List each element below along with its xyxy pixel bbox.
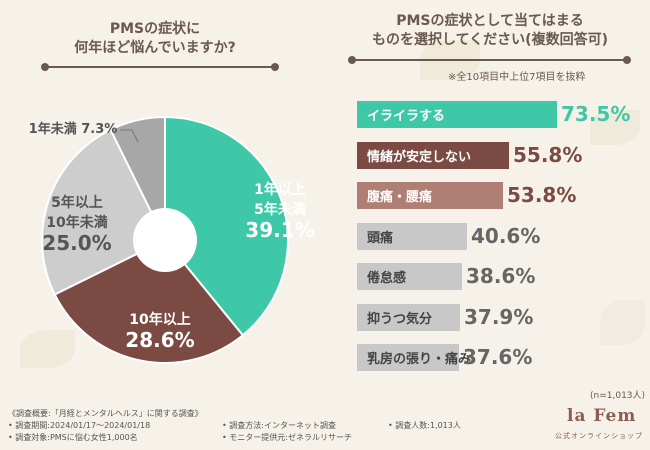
bar-value-label: 37.6% (463, 345, 533, 369)
pie-label-text: 10年未満 (46, 215, 108, 231)
footer-method: • 調査方法:インターネット調査 (222, 421, 336, 430)
bar-category-label: 腹痛・腰痛 (367, 190, 433, 205)
left-panel-title: PMSの症状に 何年ほど悩んでいますか? (30, 20, 280, 58)
brand-subtitle: 公式オンラインショップ (555, 432, 643, 440)
pie-label-text: 5年以上 (51, 195, 103, 211)
bar-category-label: 抑うつ気分 (367, 311, 433, 327)
bar: 情緒が安定しない (357, 141, 509, 169)
footer-period: • 調査期間:2024/01/17〜2024/01/18 (8, 421, 151, 430)
right-title-line2: ものを選択してください(複数回答可) (372, 32, 608, 48)
pie-value-label: 28.6% (125, 328, 195, 352)
pie-label-text: 10年以上 (129, 312, 191, 328)
pie-label-text: 1年未満 7.3% (28, 122, 118, 137)
bar-value-label: 53.8% (507, 183, 577, 207)
bar: 抑うつ気分 (357, 303, 460, 331)
bar-value-label: 38.6% (466, 264, 536, 288)
footer-target: • 調査対象:PMSに悩む女性1,000名 (8, 433, 138, 442)
footer-monitor: • モニター提供元:ゼネラルリサーチ (222, 433, 352, 442)
bar: 倦怠感 (357, 263, 462, 290)
bar: 腹痛・腰痛 (357, 182, 503, 209)
pie-slice-label: 10年以上 28.6% (110, 310, 210, 350)
bar-category-label: 情緒が安定しない (367, 149, 472, 165)
pie-slice-label: 5年以上 10年未満 25.0% (22, 193, 132, 253)
pie-label-text: 5年未満 (254, 202, 306, 218)
sample-size: (n=1,013人) (590, 391, 646, 401)
bar-value-label: 37.9% (464, 304, 534, 329)
background-leaf (590, 110, 640, 145)
left-title-line2: 何年ほど悩んでいますか? (74, 40, 236, 56)
pie-slice-label: 1年未満 7.3% (18, 120, 128, 140)
bar-value-label: 55.8% (513, 142, 583, 167)
pie-label-text: 1年以上 (254, 182, 306, 198)
pie-center-hole (133, 208, 197, 272)
bar-category-label: イライラする (367, 109, 446, 124)
left-title-line1: PMSの症状に (109, 21, 201, 37)
pie-value-label: 39.1% (245, 218, 315, 242)
pie-slice-label: 1年以上 5年未満 39.1% (240, 180, 320, 240)
bar-category-label: 頭痛 (367, 230, 394, 246)
pie-value-label: 25.0% (42, 231, 112, 255)
footer-count: • 調査人数:1,013人 (388, 421, 461, 430)
right-title-divider (348, 56, 631, 64)
bar-category-label: 乳房の張り・痛み (367, 352, 472, 367)
right-panel-title: PMSの症状として当てはまる ものを選択してください(複数回答可) (345, 12, 635, 50)
right-title-line1: PMSの症状として当てはまる (396, 13, 584, 29)
bar: イライラする (357, 101, 557, 128)
background-leaf (20, 330, 75, 368)
bar-value-label: 73.5% (561, 102, 631, 126)
footer-summary: 《調査概要:「月経とメンタルヘルス」に関する調査》 (8, 409, 203, 418)
bar-category-label: 倦怠感 (367, 271, 407, 286)
brand-logo[interactable]: la Fem (567, 406, 637, 426)
bar: 乳房の張り・痛み (357, 344, 471, 371)
bar: 頭痛 (357, 222, 467, 250)
left-title-divider (41, 63, 279, 71)
bar-value-label: 40.6% (471, 223, 541, 248)
selection-note: ※全10項目中上位7項目を抜粋 (448, 72, 586, 83)
background-leaf (600, 300, 645, 345)
